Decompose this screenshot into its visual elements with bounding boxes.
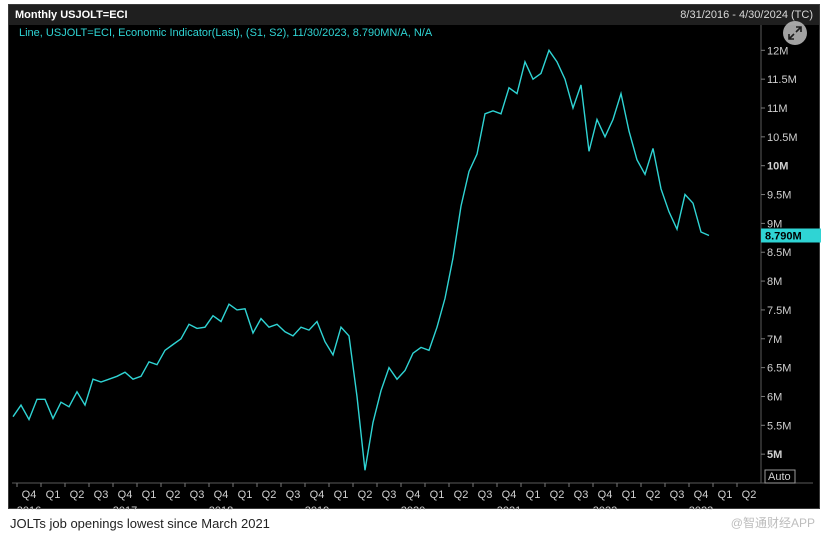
x-quarter-label: Q1 — [142, 489, 157, 501]
y-tick-label: 9.5M — [767, 190, 791, 202]
x-quarter-label: Q1 — [526, 489, 541, 501]
auto-scale-label: Auto — [768, 471, 791, 483]
y-tick-label: 10.5M — [767, 132, 798, 144]
y-tick-label: 10M — [767, 161, 788, 173]
x-quarter-label: Q1 — [334, 489, 349, 501]
x-year-label: 2017 — [113, 505, 137, 510]
expand-button[interactable] — [783, 21, 807, 45]
x-quarter-label: Q1 — [622, 489, 637, 501]
x-quarter-label: Q4 — [694, 489, 709, 501]
x-quarter-label: Q3 — [478, 489, 493, 501]
y-tick-label: 9M — [767, 218, 782, 230]
x-quarter-label: Q1 — [718, 489, 733, 501]
x-quarter-label: Q3 — [286, 489, 301, 501]
x-quarter-label: Q4 — [406, 489, 421, 501]
x-quarter-label: Q2 — [262, 489, 277, 501]
line-chart: 5M 5.5M 6M 6.5M 7M 7.5M 8M 8.5M 9M 9.5M 10M 10.5M 11… — [12, 25, 821, 510]
y-tick-label: 5.5M — [767, 420, 791, 432]
x-quarter-label: Q2 — [358, 489, 373, 501]
y-tick-label: 7.5M — [767, 305, 791, 317]
x-year-label: 2021 — [497, 505, 521, 510]
x-quarter-label: Q3 — [670, 489, 685, 501]
x-quarter-label: Q1 — [430, 489, 445, 501]
last-value-tag — [761, 228, 821, 243]
expand-arrows-icon — [788, 26, 802, 40]
x-quarter-label: Q1 — [238, 489, 253, 501]
y-tick-label: 5M — [767, 449, 782, 461]
x-year-label: 2016 — [17, 505, 41, 510]
x-year-label: 2023 — [689, 505, 713, 510]
x-quarter-label: Q3 — [94, 489, 109, 501]
x-quarter-label: Q3 — [382, 489, 397, 501]
y-tick-label: 8.5M — [767, 247, 791, 259]
x-quarter-label: Q4 — [598, 489, 613, 501]
chart-caption: JOLTs job openings lowest since March 20… — [10, 516, 270, 531]
x-year-label: 2022 — [593, 505, 617, 510]
x-quarter-label: Q2 — [646, 489, 661, 501]
x-quarter-label: Q4 — [22, 489, 37, 501]
date-range: 8/31/2016 - 4/30/2024 (TC) — [680, 9, 813, 21]
x-quarter-label: Q2 — [742, 489, 757, 501]
auto-scale-box — [764, 469, 796, 484]
y-tick-label: 8M — [767, 276, 782, 288]
series-line — [12, 48, 710, 471]
y-tick-label: 6.5M — [767, 363, 791, 375]
x-year-label: 2020 — [401, 505, 425, 510]
y-tick-label: 11M — [767, 103, 788, 115]
x-quarter-label: Q4 — [502, 489, 517, 501]
chart-title: Monthly USJOLT=ECI — [15, 9, 128, 21]
last-value-label: 8.790M — [765, 231, 802, 243]
x-quarter-label: Q2 — [550, 489, 565, 501]
y-tick-label: 6M — [767, 391, 782, 403]
chart-title-bar: Monthly USJOLT=ECI 8/31/2016 - 4/30/2024… — [9, 5, 819, 25]
y-tick-label: 7M — [767, 334, 782, 346]
y-tick-label: 11.5M — [767, 74, 797, 86]
x-quarter-label: Q1 — [46, 489, 61, 501]
x-quarter-label: Q4 — [118, 489, 133, 501]
x-quarter-label: Q4 — [214, 489, 229, 501]
x-quarter-label: Q4 — [310, 489, 325, 501]
x-quarter-label: Q3 — [574, 489, 589, 501]
x-year-label: 2018 — [209, 505, 233, 510]
chart-panel: 5M 5.5M 6M 6.5M 7M 7.5M 8M 8.5M 9M 9.5M 10M 10.5M 11… — [8, 4, 821, 510]
y-tick-label: 12M — [767, 45, 788, 57]
x-quarter-label: Q2 — [166, 489, 181, 501]
x-quarter-label: Q2 — [454, 489, 469, 501]
x-quarter-label: Q2 — [70, 489, 85, 501]
x-year-label: 2019 — [305, 505, 329, 510]
x-quarter-label: Q3 — [190, 489, 205, 501]
watermark: @智通财经APP — [730, 516, 815, 530]
series-legend: Line, USJOLT=ECI, Economic Indicator(Las… — [19, 27, 433, 39]
